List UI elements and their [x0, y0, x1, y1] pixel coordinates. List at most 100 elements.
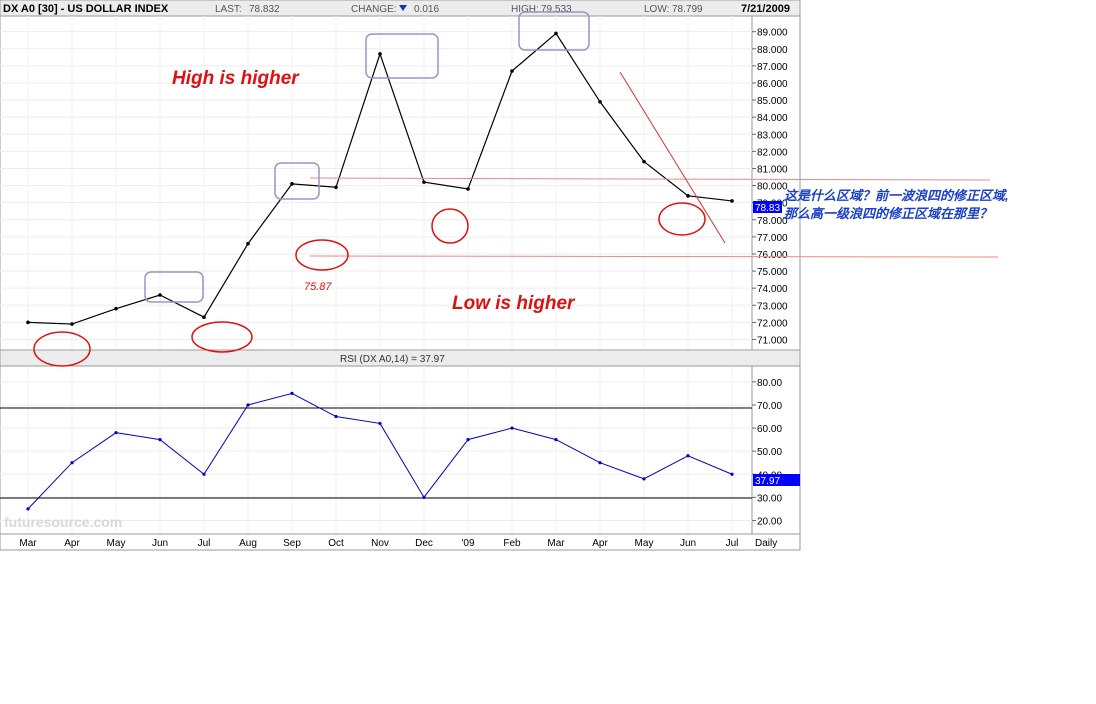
price-tick-label: 86.000 — [757, 79, 788, 90]
symbol-title: DX A0 [30] - US DOLLAR INDEX — [3, 3, 169, 15]
price-point — [246, 241, 250, 246]
x-tick-label: Oct — [328, 538, 344, 549]
last-price-marker-text: 78.83 — [755, 203, 780, 214]
price-point — [26, 320, 30, 325]
price-point — [114, 306, 118, 311]
price-point — [642, 159, 646, 164]
rsi-tick-label: 30.00 — [757, 493, 782, 504]
last-rsi-marker-text: 37.97 — [755, 476, 780, 487]
rsi-point — [378, 421, 382, 426]
rsi-axis-area — [751, 365, 801, 535]
last-value: 78.832 — [249, 4, 280, 15]
rsi-point — [70, 461, 74, 465]
price-tick-label: 80.000 — [757, 182, 788, 193]
price-tick-label: 81.000 — [757, 164, 788, 175]
rsi-point — [510, 426, 514, 430]
support-line — [309, 255, 999, 258]
rsi-point — [642, 477, 646, 481]
price-tick-label: 87.000 — [757, 62, 788, 73]
rsi-point — [202, 472, 206, 476]
price-point — [334, 185, 338, 190]
rsi-tick-label: 60.00 — [757, 424, 782, 435]
price-tick-label: 85.000 — [757, 96, 788, 107]
annotation-question-line2: 那么高一级浪四的修正区域在那里？ — [784, 206, 992, 221]
price-point — [686, 194, 690, 198]
price-point — [158, 293, 162, 297]
x-axis: Mar Apr May Jun Jul Aug Sep Oct Nov Dec '09 Feb Mar A… — [19, 538, 738, 549]
price-tick-label: 72.000 — [757, 318, 788, 329]
price-point — [378, 52, 382, 56]
rsi-point — [686, 454, 690, 458]
price-tick-label: 77.000 — [757, 233, 788, 244]
x-tick-label: Nov — [371, 538, 389, 549]
price-tick-label: 84.000 — [757, 113, 788, 124]
change-label: CHANGE: — [351, 4, 397, 15]
last-rsi-marker — [753, 474, 800, 486]
price-tick-label: 74.000 — [757, 284, 788, 295]
x-tick-label: Feb — [503, 538, 521, 549]
low-circle-1 — [33, 331, 91, 367]
price-tick-label: 82.000 — [757, 147, 788, 158]
rsi-label: RSI (DX A0,14) = 37.97 — [340, 354, 445, 365]
x-tick-label: Apr — [64, 538, 80, 549]
x-tick-label: May — [635, 538, 654, 549]
annotation-question-line1: 这是什么区域？前一波浪四的修正区域, — [784, 188, 1009, 203]
x-tick-label: Jun — [680, 538, 696, 549]
price-point — [202, 315, 206, 320]
price-tick-label: 75.000 — [757, 267, 788, 278]
x-tick-label: Apr — [592, 538, 608, 549]
resistance-line — [309, 177, 991, 181]
rsi-point — [730, 472, 734, 476]
rsi-point — [466, 438, 470, 442]
rsi-point — [334, 414, 338, 419]
x-tick-label: Jul — [726, 538, 739, 549]
high-value: 79.533 — [541, 4, 572, 15]
rsi-point — [554, 438, 558, 442]
x-tick-label: '09 — [461, 538, 474, 549]
low-circle-3 — [295, 239, 349, 271]
last-label: LAST: — [215, 4, 242, 15]
downtrend-line — [619, 71, 726, 244]
x-tick-label: Mar — [547, 538, 565, 549]
annotation-low-higher: Low is higher — [452, 293, 576, 314]
rsi-point — [158, 438, 162, 442]
annotation-high-higher: High is higher — [172, 68, 300, 89]
x-tick-label: Jun — [152, 538, 168, 549]
rsi-point — [26, 507, 30, 511]
rsi-series-points — [26, 391, 734, 511]
rsi-point — [290, 391, 294, 396]
price-point — [554, 31, 558, 36]
high-box-2 — [274, 162, 320, 200]
price-point — [466, 187, 470, 191]
low-circle-5 — [658, 202, 706, 236]
x-tick-label: Aug — [239, 538, 257, 549]
x-tick-label: Dec — [415, 538, 433, 549]
change-value: 0.016 — [414, 4, 439, 15]
high-box-3 — [365, 33, 439, 79]
price-plot-area — [0, 15, 753, 351]
rsi-tick-label: 70.00 — [757, 401, 782, 412]
x-tick-label: May — [107, 538, 126, 549]
price-tick-label: 83.000 — [757, 130, 788, 141]
price-point — [598, 99, 602, 104]
price-point — [422, 180, 426, 184]
x-tick-label: Sep — [283, 538, 301, 549]
price-point — [70, 322, 74, 326]
price-axis-area — [751, 15, 801, 351]
rsi-point — [422, 495, 426, 499]
price-tick-label: 89.000 — [757, 28, 788, 39]
x-axis-area — [0, 533, 801, 551]
x-tick-label: Jul — [198, 538, 211, 549]
high-box-1 — [144, 271, 204, 303]
price-tick-label: 71.000 — [757, 335, 788, 346]
annotation-low-value: 75.87 — [304, 281, 332, 293]
change-down-icon — [399, 5, 407, 11]
low-circle-4 — [431, 208, 469, 244]
high-label: HIGH: — [511, 4, 539, 15]
low-value: 78.799 — [672, 4, 703, 15]
rsi-tick-label: 80.00 — [757, 378, 782, 389]
price-tick-label: 78.000 — [757, 216, 788, 227]
price-point — [290, 182, 294, 186]
period-label: Daily — [755, 538, 777, 549]
